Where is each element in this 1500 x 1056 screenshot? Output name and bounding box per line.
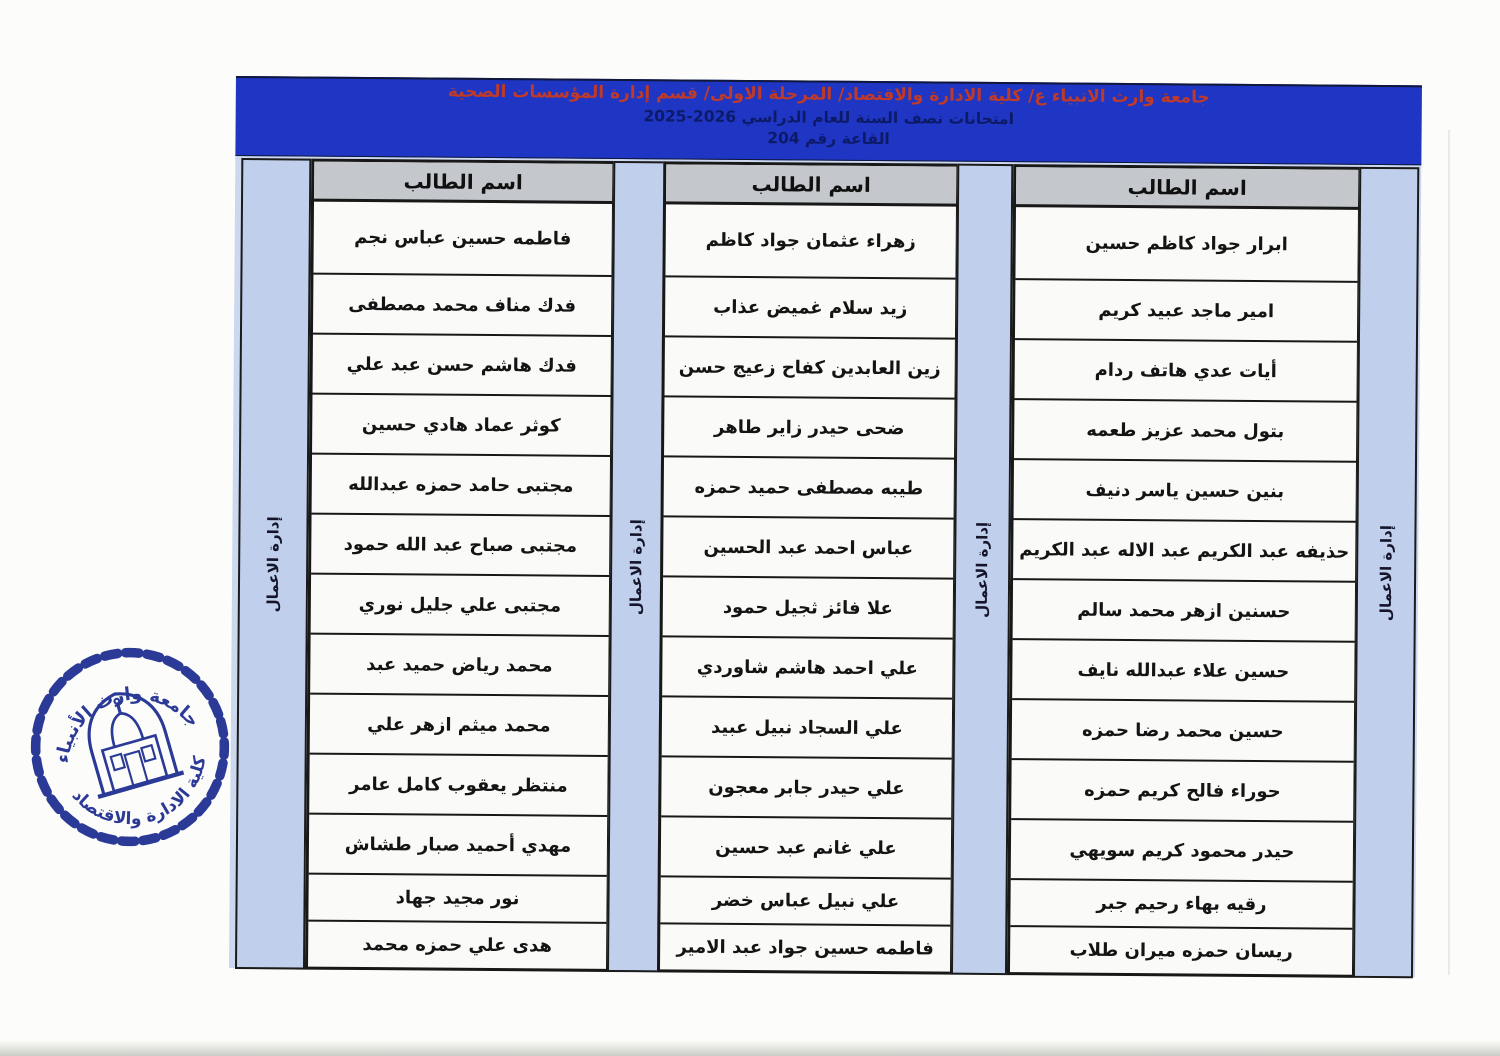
scanner-edge-shadow (0, 1041, 1500, 1056)
vertical-label-strip: إدارة الاعمال (234, 158, 312, 970)
table-row: علي نبيل عباس خضر (660, 877, 951, 927)
table-row: مجتبى حامد حمزه عبدالله (311, 454, 611, 517)
table-row: فاطمه حسين جواد عبد الامير (676, 936, 934, 960)
stamp-scalloped-border (30, 647, 230, 847)
table-row: محمد ميثم ازهر علي (309, 694, 609, 757)
table-row: فدك مناف محمد مصطفى (312, 274, 612, 337)
table-row: ريسان حمزه ميران طلاب (1069, 939, 1293, 963)
student-table-left: اسم الطالب فاطمه حسين عباس نجم فدك مناف م… (304, 158, 616, 972)
shrine-icon (87, 692, 185, 800)
table-row: هدى علي حمزه محمد (362, 934, 553, 957)
column-header: اسم الطالب (1015, 167, 1359, 210)
student-rows: فاطمه حسين عباس نجم فدك مناف محمد مصطفى فد… (308, 201, 613, 969)
department-label: إدارة الاعمال (626, 518, 646, 615)
table-row: حسين محمد رضا حمزه (1011, 700, 1355, 763)
header-band: جامعة وارث الانبياء ع/ كلية الادارة والا… (235, 76, 1422, 166)
column-header: اسم الطالب (666, 164, 957, 207)
table-row: علا فائز ثجيل حمود (662, 577, 954, 640)
department-label: إدارة الاعمال (263, 515, 283, 612)
table-row: حيدر محمود كريم سويهي (1010, 820, 1354, 883)
table-row: أيات عدي هاتف ردام (1014, 340, 1357, 403)
scan-crease-artifact (1448, 130, 1450, 975)
table-row: علي حيدر جابر معجون (661, 757, 952, 820)
university-stamp: جامعة وارث الأنبياء كلية الادارة والاقتص… (30, 647, 230, 847)
table-row: رقيه بهاء رحيم جبر (1010, 880, 1353, 930)
vertical-label-strip: إدارة الاعمال (606, 160, 666, 973)
table-row: امير ماجد عبيد كريم (1014, 280, 1358, 343)
table-row: بنين حسين ياسر دنيف (1013, 460, 1356, 523)
table-row: نور مجيد جهاد (308, 874, 607, 924)
vertical-label-strip: إدارة الاعمال (950, 163, 1014, 976)
table-row: حسنين ازهر محمد سالم (1012, 580, 1356, 643)
department-label: إدارة الاعمال (972, 521, 992, 618)
table-row: بتول محمد عزيز طعمه (1014, 400, 1357, 463)
document-sheet: جامعة وارث الانبياء ع/ كلية الادارة والا… (228, 76, 1422, 979)
table-row: كوثر عماد هادي حسين (312, 394, 611, 457)
student-rows: ابرار جواد كاظم حسين امير ماجد عبيد كريم أ… (1010, 207, 1358, 975)
table-row: علي احمد هاشم شاوردي (662, 637, 953, 700)
table-row: زين العابدين كفاح زعيج حسن (664, 337, 955, 400)
student-table-middle: اسم الطالب زهراء عثمان جواد كاظم زيد سلام… (656, 161, 960, 975)
table-row: ضحى حيدر زاير طاهر (664, 397, 955, 460)
table-row: منتظر يعقوب كامل عامر (309, 754, 608, 817)
student-table-right: اسم الطالب ابرار جواد كاظم حسين امير ماجد… (1006, 164, 1362, 978)
table-row: حذيفه عبد الكريم عبد الاله عبد الكريم (1013, 520, 1356, 583)
table-row: ابرار جواد كاظم حسين (1015, 207, 1358, 283)
table-row: محمد رياض حميد عبد (310, 634, 609, 697)
column-header: اسم الطالب (314, 161, 613, 204)
table-row: طيبه مصطفى حميد حمزه (663, 457, 955, 520)
table-row: مجتبى صباح عبد الله حمود (311, 514, 610, 577)
vertical-label-strip: إدارة الاعمال (1352, 166, 1420, 979)
table-row: علي السجاد نبيل عبيد (661, 697, 953, 760)
table-row: حسين علاء عبدالله نايف (1012, 640, 1355, 703)
table-row: فدك هاشم حسن عبد علي (312, 334, 611, 397)
department-label: إدارة الاعمال (1376, 524, 1396, 621)
table-row: حوراء فالح كريم حمزه (1011, 760, 1354, 823)
table-row: مجتبى علي جليل نوري (310, 574, 610, 637)
table-row: زيد سلام غميض عذاب (664, 277, 956, 340)
table-row: زهراء عثمان جواد كاظم (665, 204, 956, 280)
table-row: علي غانم عبد حسين (660, 817, 952, 880)
table-row: فاطمه حسين عباس نجم (313, 201, 613, 277)
student-rows: زهراء عثمان جواد كاظم زيد سلام غميض عذاب ز… (660, 204, 956, 971)
table-row: عباس احمد عبد الحسين (663, 517, 954, 580)
table-row: مهدي أحميد صبار طشاش (308, 814, 608, 877)
